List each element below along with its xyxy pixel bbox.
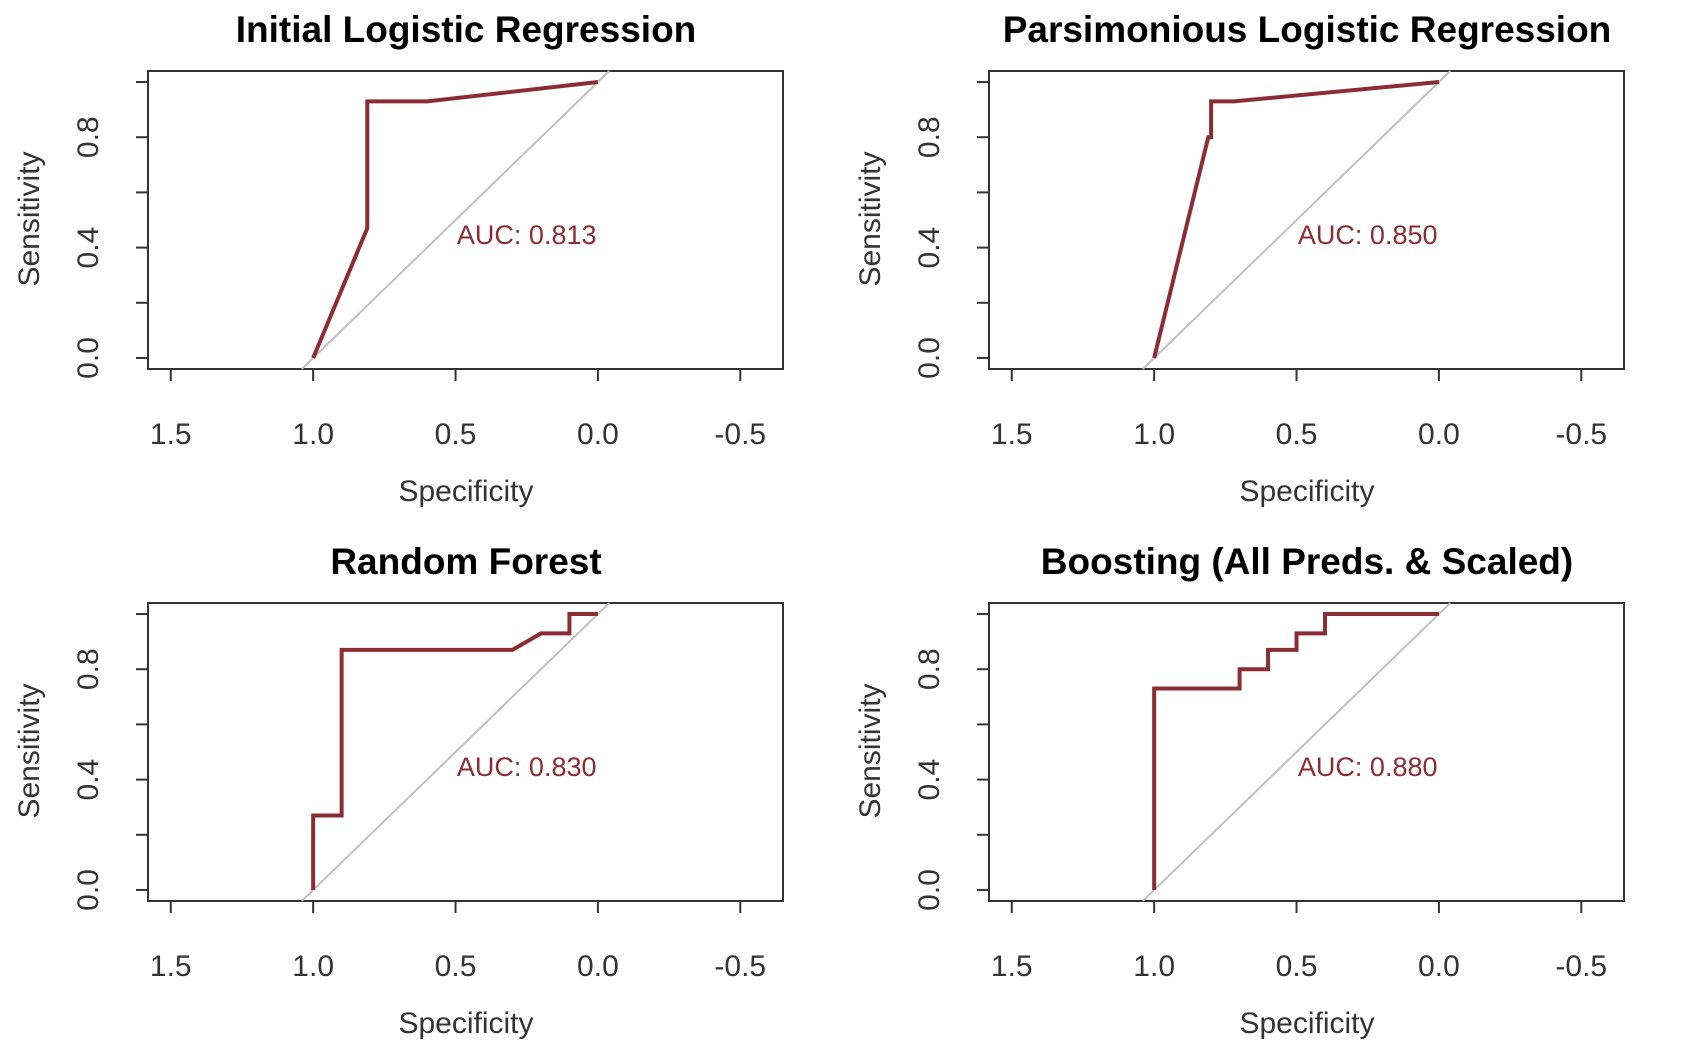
x-tick-label: 1.0 bbox=[1133, 950, 1175, 983]
roc-panel-random-forest: Random Forest Specificity Sensitivity 1.… bbox=[0, 532, 841, 1064]
x-tick-label: 1.0 bbox=[1133, 418, 1175, 451]
y-tick-label: 0.0 bbox=[913, 337, 946, 379]
roc-curve bbox=[1152, 80, 1440, 359]
roc-chart-boosting: Boosting (All Preds. & Scaled) Specifici… bbox=[854, 541, 1625, 1040]
reference-diagonal bbox=[1142, 602, 1451, 902]
x-tick-label: -0.5 bbox=[1555, 418, 1607, 451]
roc-panel-parsimonious-logistic: Parsimonious Logistic Regression Specifi… bbox=[841, 0, 1682, 532]
x-tick-label: 0.0 bbox=[577, 950, 619, 983]
x-tick-label: 1.5 bbox=[991, 418, 1033, 451]
x-tick-label: 0.0 bbox=[1418, 950, 1460, 983]
roc-curve bbox=[1152, 612, 1439, 890]
x-tick-label: 1.5 bbox=[150, 950, 192, 983]
chart-title: Parsimonious Logistic Regression bbox=[1003, 9, 1612, 50]
plot-area: 1.5 1.0 0.5 0.0 -0.5 0.0 0.4 0.8 AUC: 0.813 bbox=[72, 70, 784, 451]
y-tick-label: 0.4 bbox=[72, 227, 105, 269]
x-tick-label: 0.5 bbox=[1276, 950, 1318, 983]
x-tick-label: -0.5 bbox=[1555, 950, 1607, 983]
y-tick-label: 0.8 bbox=[72, 648, 105, 690]
reference-diagonal bbox=[301, 70, 610, 370]
y-tick-label: 0.0 bbox=[72, 337, 105, 379]
plot-area: 1.5 1.0 0.5 0.0 -0.5 0.0 0.4 0.8 AUC: 0.850 bbox=[913, 70, 1625, 451]
roc-panel-initial-logistic: Initial Logistic Regression Specificity … bbox=[0, 0, 841, 532]
x-tick-label: 0.5 bbox=[435, 418, 477, 451]
x-axis-label: Specificity bbox=[398, 475, 533, 508]
y-tick-label: 0.4 bbox=[913, 227, 946, 269]
auc-annotation: AUC: 0.850 bbox=[1298, 220, 1438, 250]
x-tick-label: 0.5 bbox=[1276, 418, 1318, 451]
auc-annotation: AUC: 0.813 bbox=[457, 220, 597, 250]
roc-chart-random-forest: Random Forest Specificity Sensitivity 1.… bbox=[13, 541, 784, 1040]
auc-annotation: AUC: 0.830 bbox=[457, 752, 597, 782]
auc-annotation: AUC: 0.880 bbox=[1298, 752, 1438, 782]
x-tick-label: -0.5 bbox=[714, 418, 766, 451]
y-axis-label: Sensitivity bbox=[13, 151, 46, 286]
x-axis-label: Specificity bbox=[398, 1007, 533, 1040]
x-tick-label: 0.0 bbox=[577, 418, 619, 451]
plot-frame bbox=[988, 70, 1625, 370]
y-tick-label: 0.4 bbox=[913, 759, 946, 801]
x-tick-label: 1.0 bbox=[292, 418, 334, 451]
x-tick-label: 1.0 bbox=[292, 950, 334, 983]
plot-frame bbox=[147, 602, 784, 902]
x-axis-label: Specificity bbox=[1239, 1007, 1374, 1040]
plot-frame bbox=[988, 602, 1625, 902]
roc-curve bbox=[311, 612, 598, 890]
reference-diagonal bbox=[301, 602, 610, 902]
plot-area: 1.5 1.0 0.5 0.0 -0.5 0.0 0.4 0.8 AUC: 0.880 bbox=[913, 602, 1625, 983]
plot-area: 1.5 1.0 0.5 0.0 -0.5 0.0 0.4 0.8 AUC: 0.830 bbox=[72, 602, 784, 983]
reference-diagonal bbox=[1142, 70, 1451, 370]
y-tick-label: 0.8 bbox=[72, 116, 105, 158]
chart-title: Initial Logistic Regression bbox=[236, 9, 697, 50]
x-axis-label: Specificity bbox=[1239, 475, 1374, 508]
plot-frame bbox=[147, 70, 784, 370]
x-tick-label: 1.5 bbox=[150, 418, 192, 451]
x-tick-label: -0.5 bbox=[714, 950, 766, 983]
roc-chart-initial-logistic: Initial Logistic Regression Specificity … bbox=[13, 9, 784, 508]
x-tick-label: 0.5 bbox=[435, 950, 477, 983]
roc-curve bbox=[311, 80, 599, 359]
y-axis-label: Sensitivity bbox=[13, 683, 46, 818]
roc-panel-boosting: Boosting (All Preds. & Scaled) Specifici… bbox=[841, 532, 1682, 1064]
y-axis-label: Sensitivity bbox=[854, 683, 887, 818]
y-axis-label: Sensitivity bbox=[854, 151, 887, 286]
chart-title: Boosting (All Preds. & Scaled) bbox=[1041, 541, 1573, 582]
y-tick-label: 0.8 bbox=[913, 648, 946, 690]
chart-title: Random Forest bbox=[330, 541, 601, 582]
y-tick-label: 0.8 bbox=[913, 116, 946, 158]
roc-chart-parsimonious-logistic: Parsimonious Logistic Regression Specifi… bbox=[854, 9, 1625, 508]
y-tick-label: 0.0 bbox=[72, 869, 105, 911]
x-tick-label: 0.0 bbox=[1418, 418, 1460, 451]
y-tick-label: 0.0 bbox=[913, 869, 946, 911]
y-tick-label: 0.4 bbox=[72, 759, 105, 801]
x-tick-label: 1.5 bbox=[991, 950, 1033, 983]
